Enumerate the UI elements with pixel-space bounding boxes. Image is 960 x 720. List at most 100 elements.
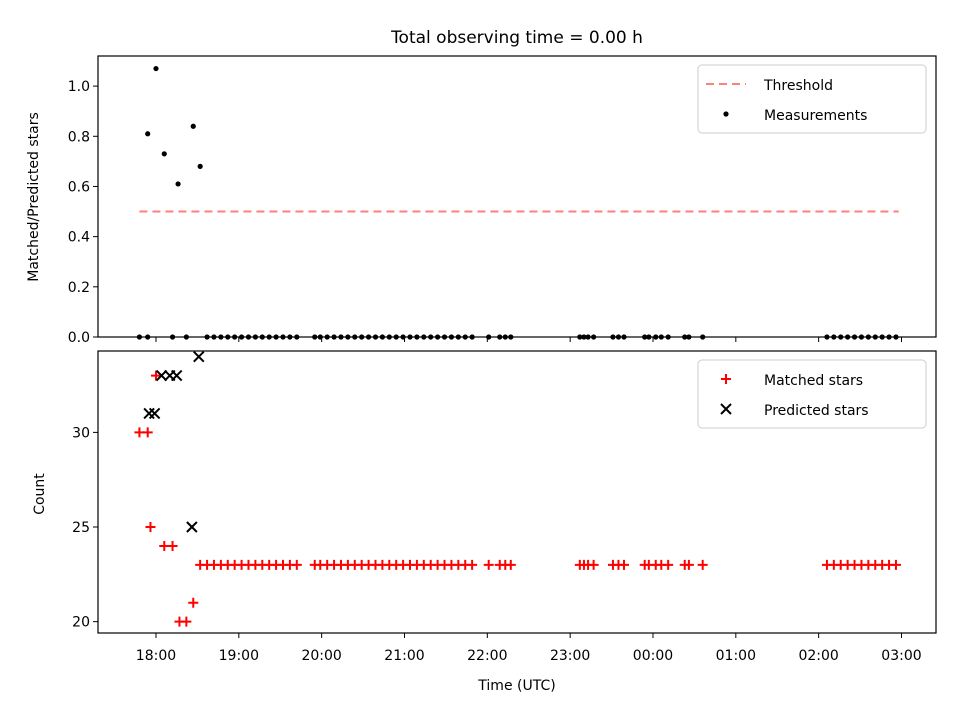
measurement-point [175,181,181,187]
measurement-point [225,334,231,340]
measurement-point [872,334,878,340]
measurement-point [153,65,159,72]
measurement-point [435,334,441,340]
measurement-point [462,334,468,340]
matched-star-marker [890,559,901,570]
measurement-point [658,334,664,340]
measurement-point [365,334,372,340]
measurement-point [232,334,238,340]
measurement-point [585,334,591,340]
legend-dot-swatch [723,111,729,117]
y-tick-label: 30 [72,425,90,441]
matched-star-marker [188,597,199,608]
measurement-point [145,334,151,340]
measurement-point [393,334,399,340]
x-tick-label: 21:00 [384,648,424,664]
y-tick-label: 0.2 [68,280,90,296]
matched-star-marker [167,540,178,551]
measurement-point [581,334,587,340]
x-tick-label: 20:00 [301,648,341,664]
measurement-point [136,334,143,340]
measurement-point [682,334,688,340]
chart-title: Total observing time = 0.00 h [390,28,643,48]
measurement-point [428,334,434,340]
x-tick-label: 19:00 [219,648,259,664]
predicted-star-marker [186,521,198,533]
measurement-point [287,334,293,340]
measurement-point [879,334,885,340]
top-y-axis-label: Matched/Predicted stars [26,112,42,282]
measurement-point [851,334,858,340]
measurement-point [686,334,692,340]
measurement-point [352,334,358,340]
y-tick-label: 1.0 [68,79,90,95]
measurement-point [338,334,344,340]
measurement-point [245,334,252,340]
measurement-point [359,334,365,340]
measurement-point [273,334,279,340]
measurement-point [294,334,300,340]
x-tick-label: 00:00 [633,648,673,664]
y-tick-label: 25 [72,520,90,536]
matched-star-marker [145,522,156,533]
x-tick-label: 01:00 [716,648,756,664]
matched-star-marker [683,559,694,570]
matched-star-marker [588,559,599,570]
measurement-point [865,334,871,340]
measurement-point [653,334,659,340]
measurement-point [183,334,189,340]
predicted-star-marker [148,407,161,420]
matched-star-marker [142,427,153,438]
measurement-point [838,334,844,340]
measurement-point [145,131,151,137]
matched-star-marker [291,559,302,570]
measurement-point [204,334,210,340]
legend-label: Matched stars [764,373,863,389]
x-tick-label: 18:00 [136,648,176,664]
matched-star-marker [697,559,708,570]
matched-star-marker [483,559,494,570]
plot-layer: 0.0 0.2 0.4 0.6 0.8 1.0 Threshold Measurements 2… [68,55,937,664]
y-tick-label: 0.0 [68,330,90,346]
measurement-point [508,334,514,340]
legend-label: Threshold [763,78,833,94]
matched-star-marker [181,616,192,627]
measurement-point [252,334,258,340]
measurement-point [421,334,427,340]
axes-frame [97,350,937,634]
measurement-point [831,334,837,340]
measurement-point [577,334,583,340]
bottom-y-axis-label: Count [32,473,48,515]
y-tick-label: 0.8 [68,129,90,145]
measurement-point [502,334,508,340]
measurement-point [497,334,503,340]
y-tick-label: 0.4 [68,230,90,246]
x-tick-label: 03:00 [881,648,921,664]
measurement-point [400,334,406,340]
measurement-point [266,334,272,340]
x-tick-label: 02:00 [798,648,838,664]
predicted-star-marker [155,369,168,382]
matched-star-marker [467,559,478,570]
measurement-point [345,334,351,340]
measurement-point [211,334,217,340]
x-tick-label: 22:00 [467,648,507,664]
measurement-point [646,334,652,340]
measurement-point [238,334,245,340]
x-tick-label: 23:00 [550,648,590,664]
measurement-point [169,334,176,340]
measurement-point [824,334,830,340]
legend-label: Predicted stars [764,403,869,419]
measurement-point [386,334,392,340]
measurement-point [845,334,851,340]
measurement-point [197,163,203,169]
y-tick-label: 0.6 [68,179,90,195]
matched-star-marker [663,559,674,570]
measurement-point [615,334,622,340]
measurement-point [280,334,286,340]
measurement-point [469,334,475,340]
measurement-point [372,334,379,340]
measurement-point [441,334,448,340]
measurement-point [331,334,337,340]
matched-star-marker [150,370,161,381]
